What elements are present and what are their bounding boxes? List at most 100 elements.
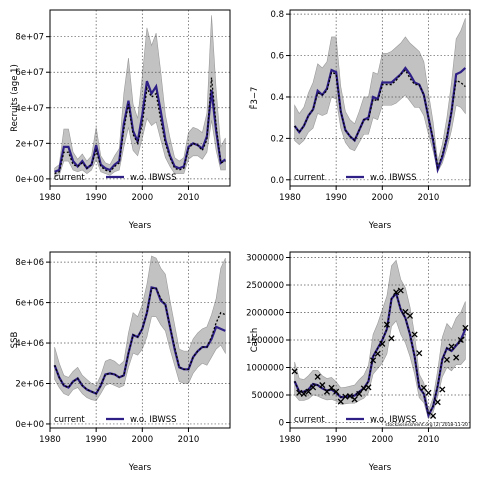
x-tick-label: 1980 xyxy=(39,435,61,445)
x-tick-label: 1980 xyxy=(39,193,61,203)
panel-recruits: 1980 1990 2000 2010 0e+00 2e+07 4e+07 6e+07 8e+0… xyxy=(10,9,231,231)
observed-catch-point xyxy=(434,399,441,406)
x-tick-label: 2010 xyxy=(178,435,200,445)
observed-mark-stroke xyxy=(370,357,377,364)
observed-mark-stroke xyxy=(374,350,381,357)
confidence-band xyxy=(54,255,226,402)
observed-mark-stroke xyxy=(296,389,303,396)
y-tick-label: 500000 xyxy=(252,391,284,401)
observed-mark-stroke xyxy=(425,389,432,396)
y-tick-label: 2000000 xyxy=(246,309,284,319)
observed-mark-stroke xyxy=(356,390,363,397)
series-line-wo-ibwss xyxy=(293,66,467,174)
observed-mark-stroke xyxy=(351,396,358,403)
observed-catch-point xyxy=(333,388,340,395)
series-line-wo-ibwss xyxy=(293,290,467,419)
x-tick-label: 2000 xyxy=(371,435,393,445)
observed-mark-stroke xyxy=(420,384,427,391)
observed-catch-point xyxy=(305,388,312,395)
y-tick-label: 0e+00 xyxy=(15,420,44,430)
observed-catch-point xyxy=(443,356,450,363)
observed-catch-point xyxy=(406,312,414,319)
observed-mark-stroke xyxy=(457,336,464,344)
observed-mark-stroke xyxy=(402,308,409,316)
observed-mark-stroke xyxy=(346,393,354,400)
observed-catch-point xyxy=(291,368,298,375)
observed-mark-stroke xyxy=(314,373,321,380)
observed-mark-stroke xyxy=(310,384,317,391)
observed-catch-point xyxy=(448,343,455,350)
observed-catch-point xyxy=(319,382,326,389)
x-tick-label: 2010 xyxy=(418,435,440,445)
observed-catch-point xyxy=(310,384,317,391)
legend-label-wo-ibwss: w.o. IBWSS xyxy=(130,173,177,183)
observed-mark-stroke xyxy=(388,335,395,342)
x-tick-label: 2000 xyxy=(371,193,393,203)
observed-catch-point xyxy=(379,340,386,347)
x-axis-title: Years xyxy=(368,463,392,473)
observed-catch-point xyxy=(360,385,367,392)
panel-fishing-mortality: 1980 1990 2000 2010 0.0 0.2 0.4 0.6 0.8 Years F̄3−… xyxy=(248,9,471,231)
observed-mark-stroke xyxy=(337,398,344,405)
x-tick-label: 1990 xyxy=(325,193,347,203)
legend-label-current: current xyxy=(54,173,85,183)
observed-catch-point xyxy=(365,384,372,391)
x-tick-label: 2010 xyxy=(178,193,200,203)
observed-mark-stroke xyxy=(434,399,441,406)
observed-catch-point xyxy=(296,389,303,396)
observed-catch-point xyxy=(439,386,446,393)
observed-catch-point xyxy=(351,396,358,403)
observed-mark-stroke xyxy=(291,368,298,375)
confidence-band xyxy=(54,15,226,178)
x-tick-label: 1990 xyxy=(325,435,347,445)
observed-mark-stroke xyxy=(319,382,326,389)
y-tick-label: 3000000 xyxy=(246,254,284,264)
legend: current w.o. IBWSS xyxy=(54,173,177,183)
observed-catch-point xyxy=(462,324,469,331)
observed-catch-point xyxy=(356,390,363,397)
observed-mark-stroke xyxy=(406,312,414,319)
panel-ssb: 1980 1990 2000 2010 0e+00 2e+06 4e+06 6e+06 8e+0… xyxy=(10,251,231,473)
x-tick-label: 2000 xyxy=(131,193,153,203)
legend: current w.o. IBWSS xyxy=(54,415,177,425)
observed-catch-point xyxy=(425,389,432,396)
y-axis-title: F̄3−7 xyxy=(248,87,260,110)
y-tick-label: 4e+06 xyxy=(15,339,44,349)
observed-catch-point xyxy=(374,350,381,357)
observed-mark-stroke xyxy=(411,331,418,338)
observed-mark-stroke xyxy=(416,350,423,357)
series-line-current xyxy=(54,287,226,395)
observed-mark-stroke xyxy=(365,384,372,391)
x-tick-label: 2010 xyxy=(418,193,440,203)
observed-catch-point xyxy=(457,336,464,344)
y-tick-label: 6e+07 xyxy=(15,68,44,78)
observed-mark-stroke xyxy=(430,412,437,419)
observed-mark-stroke xyxy=(333,388,340,395)
legend-label-wo-ibwss: w.o. IBWSS xyxy=(130,415,177,425)
y-tick-label: 2e+07 xyxy=(15,139,44,149)
x-tick-label: 2000 xyxy=(131,435,153,445)
confidence-band xyxy=(294,18,466,173)
x-axis-title: Years xyxy=(128,463,152,473)
y-tick-label: 1500000 xyxy=(246,336,284,346)
observed-mark-stroke xyxy=(439,386,446,393)
plot-frame xyxy=(49,9,231,187)
observed-catch-point xyxy=(346,393,354,400)
x-tick-label: 1980 xyxy=(279,193,301,203)
observed-mark-stroke xyxy=(443,356,450,363)
observed-catch-point xyxy=(416,350,423,357)
y-tick-label: 0.2 xyxy=(270,134,284,144)
y-tick-label: 0.8 xyxy=(270,10,284,20)
plot-frame xyxy=(49,251,231,429)
observed-catch-point xyxy=(420,384,427,391)
y-axis-title: SSB xyxy=(10,332,20,349)
observed-mark-stroke xyxy=(328,384,335,391)
x-axis-title: Years xyxy=(368,221,392,231)
y-tick-label: 2500000 xyxy=(246,281,284,291)
observed-mark-stroke xyxy=(305,388,312,395)
series-line-current xyxy=(294,69,466,170)
confidence-band xyxy=(294,259,466,420)
y-axis-title: Recruits (age 1) xyxy=(10,64,20,132)
y-tick-label: 0.6 xyxy=(270,52,284,62)
observed-mark-stroke xyxy=(453,354,460,361)
